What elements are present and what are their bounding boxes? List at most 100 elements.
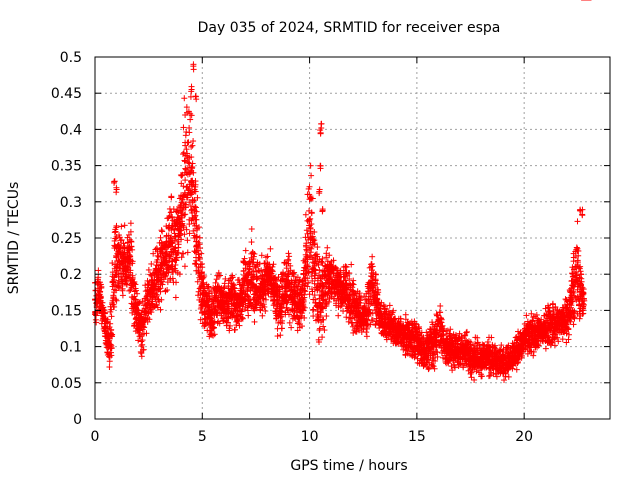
data-point — [182, 201, 189, 208]
data-point — [116, 241, 123, 248]
data-point — [159, 281, 166, 288]
data-point — [127, 253, 134, 260]
data-point — [168, 209, 175, 216]
data-point — [172, 294, 179, 301]
data-point — [128, 243, 135, 250]
data-point — [159, 228, 166, 235]
data-point — [137, 333, 144, 340]
data-point — [100, 309, 107, 316]
data-point — [180, 124, 187, 131]
data-point — [127, 286, 134, 293]
data-point — [95, 267, 102, 274]
data-point — [126, 287, 133, 294]
data-point — [173, 279, 180, 286]
data-point — [111, 229, 118, 236]
data-point — [168, 243, 175, 250]
data-point — [131, 278, 138, 285]
data-point — [92, 316, 99, 323]
data-point — [101, 310, 108, 317]
data-point — [180, 183, 187, 190]
data-point — [129, 260, 136, 267]
data-point — [119, 286, 126, 293]
data-point — [113, 222, 120, 229]
data-point — [140, 346, 147, 353]
data-point — [178, 236, 185, 243]
data-point — [157, 265, 164, 272]
data-point — [132, 304, 139, 311]
data-point — [175, 249, 182, 256]
data-point — [179, 151, 186, 158]
data-point — [139, 322, 146, 329]
data-point — [112, 296, 119, 303]
data-point — [106, 337, 113, 344]
data-point — [128, 300, 135, 307]
data-point — [110, 278, 117, 285]
data-point — [169, 214, 176, 221]
data-point — [95, 274, 102, 281]
data-point — [97, 295, 104, 302]
data-point — [108, 342, 115, 349]
data-point — [115, 283, 122, 290]
data-point — [178, 254, 185, 261]
data-point — [121, 222, 128, 229]
data-point — [171, 233, 178, 240]
data-point — [119, 292, 126, 299]
data-point — [177, 230, 184, 237]
data-point — [139, 337, 146, 344]
data-point — [157, 234, 164, 241]
data-point — [127, 228, 134, 235]
data-point — [158, 227, 165, 234]
data-point — [112, 228, 119, 235]
data-point — [150, 281, 157, 288]
data-point — [176, 271, 183, 278]
data-point — [167, 235, 174, 242]
data-point — [180, 222, 187, 229]
data-point — [99, 299, 106, 306]
data-point — [143, 330, 150, 337]
data-point — [112, 287, 119, 294]
data-point — [183, 226, 190, 233]
data-point — [111, 237, 118, 244]
data-point — [116, 265, 123, 272]
data-point — [178, 172, 185, 179]
data-point — [113, 297, 120, 304]
data-point — [124, 239, 131, 246]
data-points — [92, 0, 592, 384]
data-point — [154, 256, 161, 263]
data-point — [182, 211, 189, 218]
data-point — [129, 274, 136, 281]
data-point — [150, 250, 157, 257]
data-point — [108, 349, 115, 356]
data-point — [181, 263, 188, 270]
data-point — [164, 286, 171, 293]
data-point — [108, 313, 115, 320]
data-point — [183, 146, 190, 153]
data-point — [170, 268, 177, 275]
data-point — [169, 275, 176, 282]
data-point — [104, 319, 111, 326]
chart-title: Day 035 of 2024, SRMTID for receiver esp… — [198, 20, 501, 36]
data-point — [122, 277, 129, 284]
data-point — [182, 177, 189, 184]
data-point — [157, 306, 164, 313]
data-point — [118, 236, 125, 243]
data-point — [118, 278, 125, 285]
data-point — [107, 320, 114, 327]
data-point — [117, 270, 124, 277]
data-point — [181, 231, 188, 238]
data-point — [128, 238, 135, 245]
data-point — [146, 316, 153, 323]
data-point — [109, 331, 116, 338]
data-point — [96, 279, 103, 286]
data-point — [180, 250, 187, 257]
data-point — [132, 296, 139, 303]
data-point — [149, 298, 156, 305]
data-point — [138, 343, 145, 350]
data-point — [168, 193, 175, 200]
data-point — [165, 214, 172, 221]
data-point — [126, 253, 133, 260]
data-point — [121, 243, 128, 250]
data-point — [133, 287, 140, 294]
